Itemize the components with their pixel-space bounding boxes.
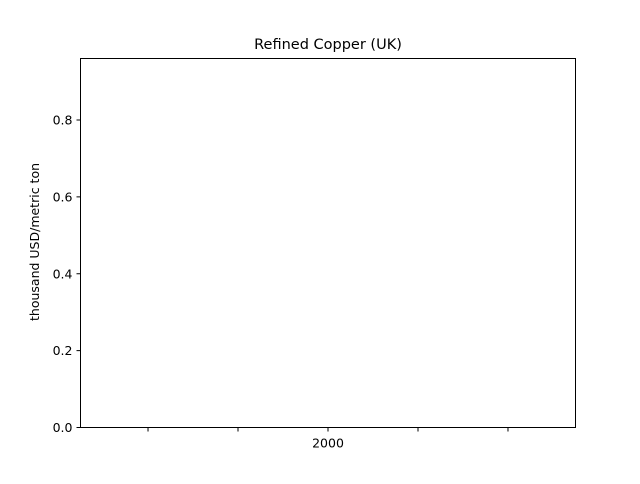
x-tick-label: 2000 xyxy=(312,436,344,451)
x-axis-ticks: 2000 xyxy=(147,427,509,451)
y-axis-label: thousand USD/metric ton xyxy=(27,163,42,321)
y-tick-label: 0.8 xyxy=(53,113,73,128)
plot-area-frame xyxy=(80,58,576,428)
y-tick-label: 0.0 xyxy=(53,420,73,435)
y-tick-label: 0.4 xyxy=(53,266,73,281)
y-axis-ticks: 0.0 0.2 0.4 0.6 0.8 xyxy=(53,113,81,435)
y-tick-label: 0.2 xyxy=(53,343,73,358)
chart-title: Refined Copper (UK) xyxy=(254,37,402,53)
y-tick-label: 0.6 xyxy=(53,189,73,204)
